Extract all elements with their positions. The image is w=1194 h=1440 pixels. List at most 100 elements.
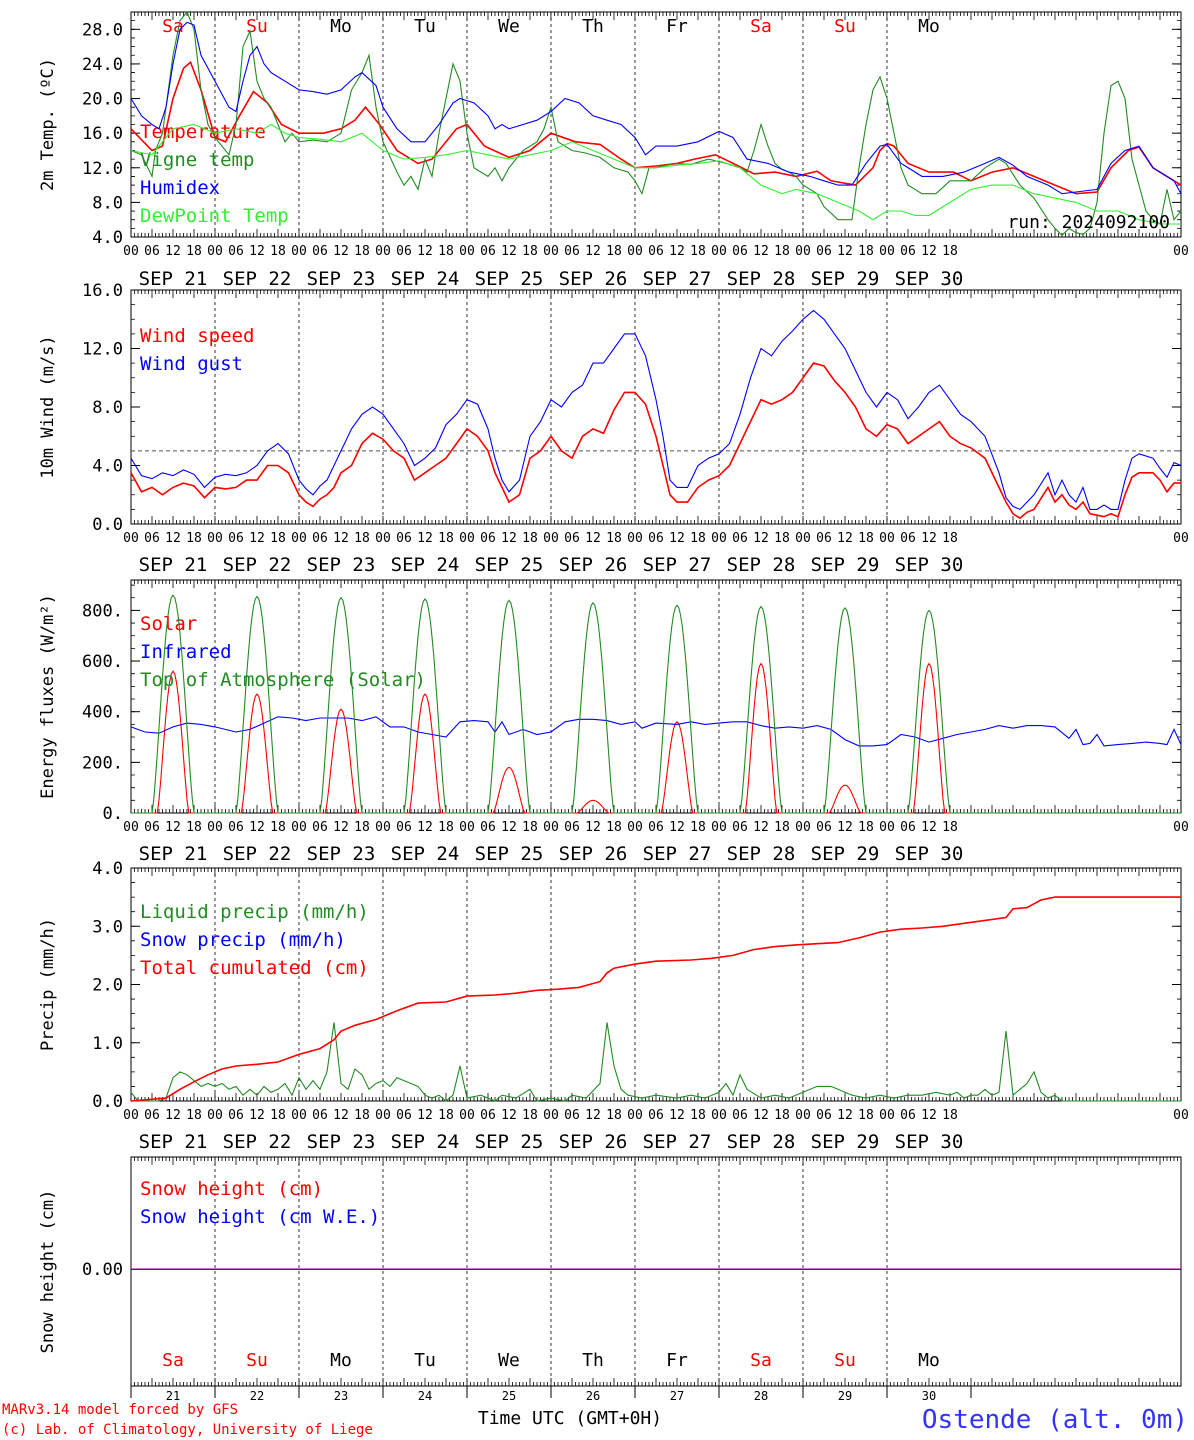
hour-tick-label: 18 [690, 1108, 706, 1123]
y-tick-label: 12.0 [82, 340, 123, 360]
weekday-label: Tu [414, 16, 436, 37]
date-label: SEP 22 [223, 1131, 292, 1153]
panel-precip: 0.0 1.0 2.0 3.0 4.0 Precip (mm/h) 00 06 12 18 SEP … [38, 859, 1189, 1153]
hour-tick-label: 18 [354, 531, 370, 546]
hour-tick-label: 12 [753, 820, 769, 835]
hour-tick-label: 18 [354, 820, 370, 835]
date-label: SEP 21 [139, 1131, 208, 1153]
hour-tick-label: 12 [165, 1108, 181, 1123]
date-label: SEP 26 [559, 1131, 628, 1153]
legend-entry: Wind gust [140, 353, 243, 375]
hour-tick-label: 12 [753, 244, 769, 259]
hour-tick-label: 06 [648, 244, 664, 259]
legend-entry: Snow height (cm W.E.) [140, 1206, 380, 1228]
y-minor-ticks [131, 289, 1181, 525]
day-number-label: 21 [166, 1389, 180, 1403]
weekday-label: Su [246, 16, 268, 37]
station-name: Ostende (alt. 0m) [922, 1405, 1188, 1435]
hour-tick-label: 00 [1173, 1108, 1189, 1123]
weekday-label: Fr [666, 16, 688, 37]
hour-tick-label: 00 [207, 1108, 223, 1123]
hour-tick-label: 18 [438, 531, 454, 546]
hour-tick-label: 06 [228, 531, 244, 546]
legend-entry: Total cumulated (cm) [140, 957, 369, 979]
day-number-label: 22 [250, 1389, 264, 1403]
hour-tick-label: 00 [1173, 820, 1189, 835]
hour-tick-label: 18 [606, 820, 622, 835]
legend-entry: Wind speed [140, 325, 254, 347]
hour-tick-label: 00 [879, 820, 895, 835]
hour-tick-label: 18 [690, 820, 706, 835]
y-tick-label: 16.0 [82, 281, 123, 301]
date-label: SEP 28 [727, 554, 796, 576]
hour-tick-label: 06 [900, 1108, 916, 1123]
hour-tick-label: 06 [648, 1108, 664, 1123]
hour-tick-label: 18 [354, 1108, 370, 1123]
hour-tick-label: 12 [249, 531, 265, 546]
date-label: SEP 29 [811, 843, 880, 865]
y-tick-label: 200. [82, 753, 123, 773]
hour-tick-label: 18 [354, 244, 370, 259]
y-axis-title: Precip (mm/h) [38, 918, 58, 1051]
hour-tick-label: 00 [711, 1108, 727, 1123]
hour-tick-label: 18 [270, 1108, 286, 1123]
hour-tick-label: 12 [501, 1108, 517, 1123]
date-label: SEP 21 [139, 554, 208, 576]
hour-tick-label: 00 [375, 531, 391, 546]
y-tick-label: 800. [82, 601, 123, 621]
hour-tick-label: 00 [795, 244, 811, 259]
hour-tick-label: 00 [459, 820, 475, 835]
date-label: SEP 24 [391, 268, 460, 290]
hour-tick-label: 06 [144, 531, 160, 546]
hour-tick-label: 12 [753, 1108, 769, 1123]
series-line-humidex [130, 21, 1182, 195]
hour-tick-label: 12 [249, 820, 265, 835]
hour-tick-label: 06 [396, 1108, 412, 1123]
hour-tick-label: 00 [123, 820, 139, 835]
hour-tick-label: 12 [753, 531, 769, 546]
weekday-label: We [498, 16, 520, 37]
legend-entry: Humidex [140, 177, 220, 199]
hour-tick-label: 06 [816, 531, 832, 546]
hour-tick-label: 06 [816, 820, 832, 835]
hour-tick-label: 06 [144, 820, 160, 835]
credit-lab: (c) Lab. of Climatology, University of L… [2, 1422, 373, 1438]
date-label: SEP 25 [475, 843, 544, 865]
weekday-label: Sa [162, 16, 184, 37]
hour-tick-label: 18 [606, 1108, 622, 1123]
legend-entry: Infrared [140, 641, 232, 663]
hour-tick-label: 18 [942, 1108, 958, 1123]
y-axis-title: 10m Wind (m/s) [38, 335, 58, 478]
date-label: SEP 24 [391, 554, 460, 576]
hour-tick-label: 12 [333, 244, 349, 259]
hour-tick-label: 12 [837, 244, 853, 259]
hour-tick-label: 06 [900, 820, 916, 835]
hour-tick-label: 18 [270, 531, 286, 546]
hour-tick-label: 06 [144, 1108, 160, 1123]
y-tick-label: 28.0 [82, 20, 123, 40]
hour-tick-label: 00 [375, 1108, 391, 1123]
hour-tick-label: 12 [417, 1108, 433, 1123]
hour-tick-label: 18 [522, 244, 538, 259]
legend-entry: Snow precip (mm/h) [140, 929, 346, 951]
y-minor-ticks [131, 11, 1181, 238]
date-label: SEP 25 [475, 1131, 544, 1153]
hour-tick-label: 06 [732, 244, 748, 259]
panel-temp: 4.0 8.0 12.0 16.0 20.0 24.0 28.0 2m Temp. (ºC) 0… [38, 10, 1189, 290]
hour-tick-label: 06 [144, 244, 160, 259]
y-tick-label: 20.0 [82, 90, 123, 110]
day-number-label: 25 [502, 1389, 516, 1403]
y-tick-label: 400. [82, 703, 123, 723]
hour-tick-label: 12 [501, 820, 517, 835]
hour-tick-label: 00 [795, 1108, 811, 1123]
hour-tick-label: 00 [291, 1108, 307, 1123]
hour-tick-label: 06 [648, 820, 664, 835]
y-tick-label: 16.0 [82, 124, 123, 144]
legend-entry: Snow height (cm) [140, 1178, 323, 1200]
series-line-total-cumulated-cm- [130, 896, 1181, 1102]
day-number-label: 23 [334, 1389, 348, 1403]
hour-tick-label: 18 [774, 1108, 790, 1123]
x-ticks [130, 868, 1182, 1101]
panel-energy: 0. 200. 400. 600. 800. Energy fluxes (W/m²) 00… [38, 579, 1189, 865]
